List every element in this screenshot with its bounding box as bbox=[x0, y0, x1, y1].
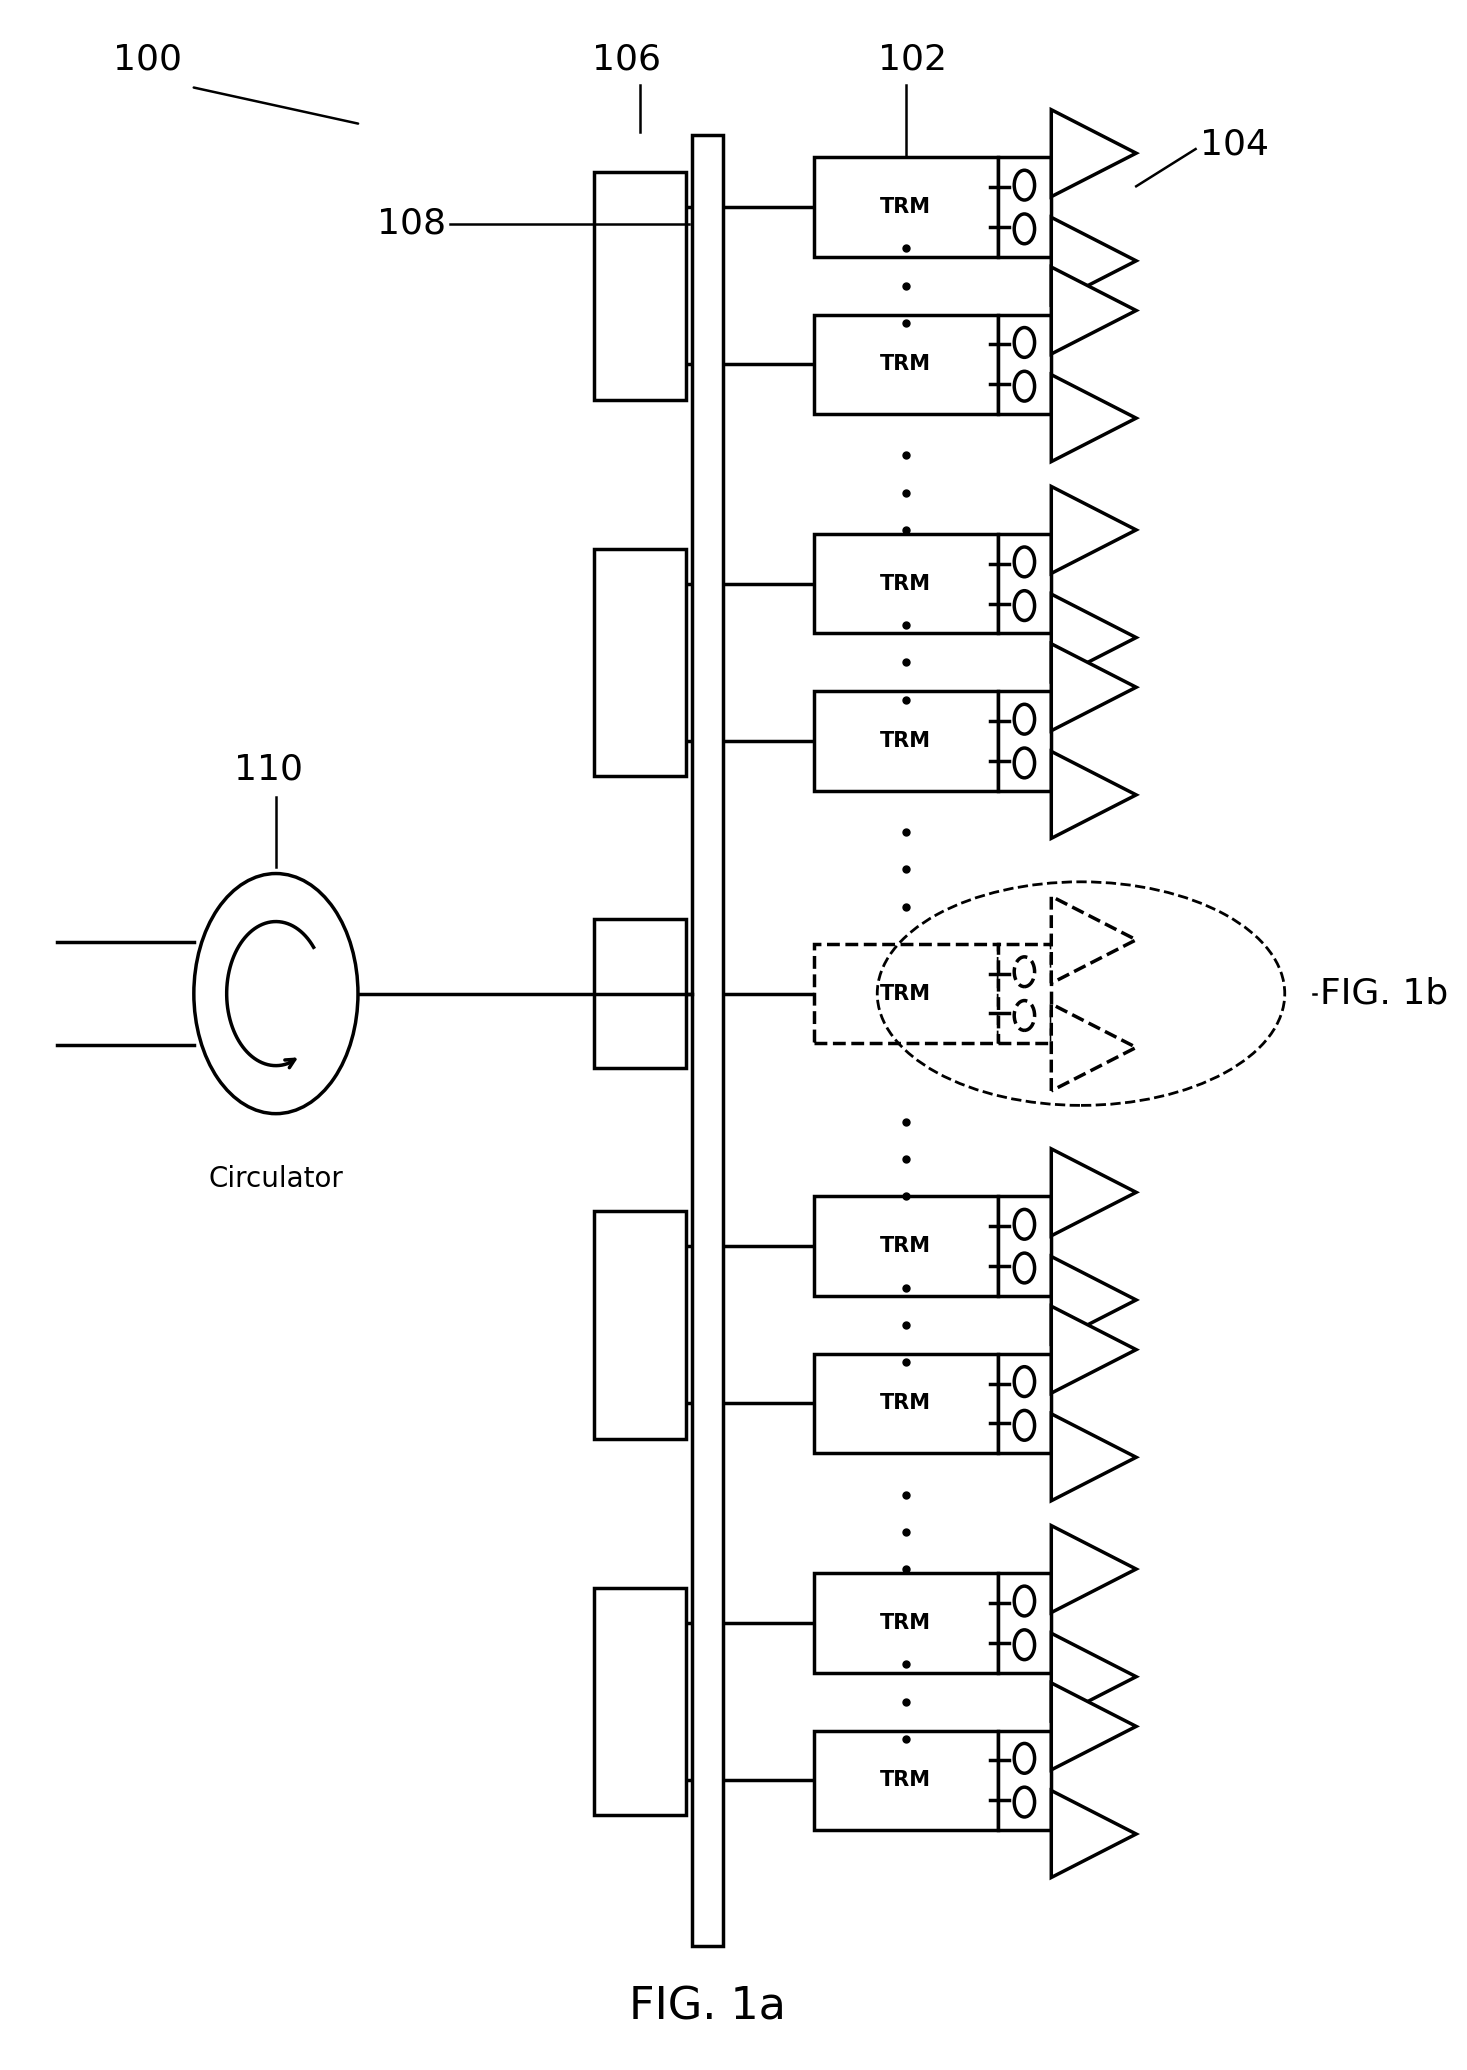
Bar bbox=[692, 135, 723, 1946]
Text: Circulator: Circulator bbox=[208, 1165, 343, 1194]
Circle shape bbox=[1014, 704, 1034, 735]
Bar bbox=[594, 1588, 687, 1815]
Circle shape bbox=[1014, 956, 1034, 987]
Polygon shape bbox=[1052, 1633, 1135, 1720]
Bar bbox=[814, 534, 998, 633]
Bar bbox=[814, 157, 998, 257]
Bar bbox=[998, 1573, 1052, 1673]
Bar bbox=[998, 1731, 1052, 1830]
Polygon shape bbox=[1052, 751, 1135, 838]
Polygon shape bbox=[1052, 1256, 1135, 1343]
Bar bbox=[814, 1573, 998, 1673]
Polygon shape bbox=[1052, 110, 1135, 197]
Polygon shape bbox=[1052, 1414, 1135, 1501]
Text: 104: 104 bbox=[1200, 128, 1269, 161]
Text: TRM: TRM bbox=[880, 731, 932, 751]
Bar bbox=[998, 315, 1052, 414]
Text: TRM: TRM bbox=[880, 1770, 932, 1791]
Text: 106: 106 bbox=[591, 43, 660, 77]
Text: TRM: TRM bbox=[880, 1236, 932, 1256]
Text: FIG. 1b: FIG. 1b bbox=[1320, 977, 1448, 1010]
Circle shape bbox=[194, 874, 358, 1114]
Bar bbox=[814, 1731, 998, 1830]
Circle shape bbox=[1014, 1786, 1034, 1817]
Bar bbox=[998, 691, 1052, 791]
Polygon shape bbox=[1052, 594, 1135, 681]
Polygon shape bbox=[1052, 375, 1135, 462]
Circle shape bbox=[1014, 1629, 1034, 1660]
Text: TRM: TRM bbox=[880, 197, 932, 217]
Polygon shape bbox=[1052, 644, 1135, 731]
Bar bbox=[814, 1196, 998, 1296]
Text: FIG. 1a: FIG. 1a bbox=[629, 1985, 786, 2029]
Circle shape bbox=[1014, 546, 1034, 578]
Bar bbox=[998, 1354, 1052, 1453]
Circle shape bbox=[1014, 213, 1034, 244]
Circle shape bbox=[1014, 1366, 1034, 1397]
Text: 110: 110 bbox=[235, 753, 304, 787]
Bar bbox=[998, 157, 1052, 257]
Circle shape bbox=[1014, 747, 1034, 778]
Bar bbox=[998, 534, 1052, 633]
Circle shape bbox=[1014, 1586, 1034, 1617]
Bar bbox=[998, 1196, 1052, 1296]
Bar bbox=[814, 315, 998, 414]
Circle shape bbox=[1014, 1743, 1034, 1774]
Circle shape bbox=[1014, 1252, 1034, 1283]
Text: TRM: TRM bbox=[880, 573, 932, 594]
Circle shape bbox=[1014, 1000, 1034, 1031]
Polygon shape bbox=[1052, 486, 1135, 573]
Polygon shape bbox=[1052, 217, 1135, 304]
Bar bbox=[594, 172, 687, 400]
Text: 102: 102 bbox=[879, 43, 948, 77]
Polygon shape bbox=[1052, 1791, 1135, 1877]
Bar bbox=[814, 1354, 998, 1453]
Circle shape bbox=[1014, 327, 1034, 358]
Bar bbox=[998, 944, 1052, 1043]
Circle shape bbox=[1014, 1209, 1034, 1240]
Polygon shape bbox=[1052, 1149, 1135, 1236]
Text: TRM: TRM bbox=[880, 983, 932, 1004]
Circle shape bbox=[1014, 590, 1034, 621]
Bar bbox=[814, 944, 998, 1043]
Polygon shape bbox=[1052, 896, 1135, 983]
Text: TRM: TRM bbox=[880, 354, 932, 375]
Bar bbox=[814, 691, 998, 791]
Text: TRM: TRM bbox=[880, 1393, 932, 1414]
Text: 100: 100 bbox=[113, 43, 182, 77]
Bar bbox=[594, 919, 687, 1068]
Bar bbox=[594, 1211, 687, 1439]
Polygon shape bbox=[1052, 1306, 1135, 1393]
Text: 108: 108 bbox=[377, 207, 446, 240]
Polygon shape bbox=[1052, 1526, 1135, 1613]
Polygon shape bbox=[1052, 1004, 1135, 1091]
Polygon shape bbox=[1052, 267, 1135, 354]
Bar bbox=[594, 549, 687, 776]
Circle shape bbox=[1014, 170, 1034, 201]
Circle shape bbox=[1014, 1410, 1034, 1441]
Text: TRM: TRM bbox=[880, 1613, 932, 1633]
Circle shape bbox=[1014, 371, 1034, 402]
Polygon shape bbox=[1052, 1683, 1135, 1770]
